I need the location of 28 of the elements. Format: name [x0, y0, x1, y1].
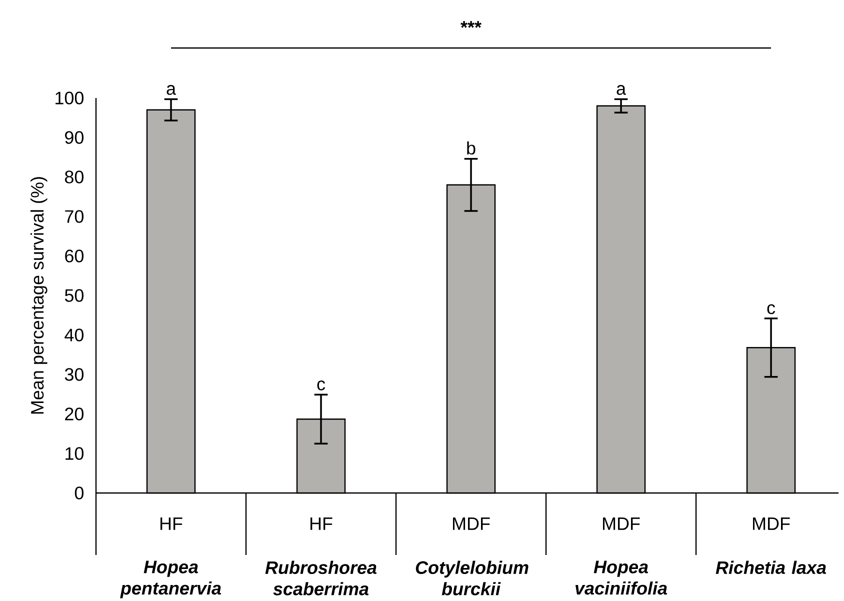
y-tick-label: 60	[65, 250, 84, 262]
y-tick-label: 0	[74, 486, 84, 500]
text: ***	[460, 21, 482, 28]
text: HF	[310, 517, 332, 530]
text: MDF	[453, 517, 490, 530]
y-tick-label: 10	[66, 447, 84, 460]
x-tick-label: Cotylelobium burckii	[416, 560, 528, 596]
x-tick-label: Rubroshorea scaberrima	[265, 560, 377, 596]
x-tick-label: Richetia laxa	[716, 560, 826, 574]
annotation: a	[616, 85, 626, 95]
y-tick-label: 80	[64, 170, 84, 184]
y-tick-label: 30	[64, 368, 84, 381]
annotation: c	[317, 380, 326, 390]
y-tick-label: 100	[56, 92, 84, 104]
annotation: c	[767, 304, 776, 314]
y-tick-label: 50	[64, 289, 84, 302]
text: MDF	[603, 517, 640, 530]
y-tick-label: 40	[64, 328, 84, 342]
y-axis-title: Mean percentage survival (%)	[30, 177, 48, 414]
x-tick-label: Hopea pentanervia	[120, 560, 221, 598]
text: MDF	[753, 517, 790, 530]
annotation: b	[467, 141, 476, 155]
y-tick-label: 90	[65, 131, 84, 144]
x-tick-label: Hopea vaciniifolia	[575, 560, 668, 595]
y-tick-label: 70	[65, 210, 84, 223]
y-tick-label: 20	[65, 408, 84, 420]
annotation: a	[166, 85, 176, 95]
text: HF	[160, 517, 182, 530]
